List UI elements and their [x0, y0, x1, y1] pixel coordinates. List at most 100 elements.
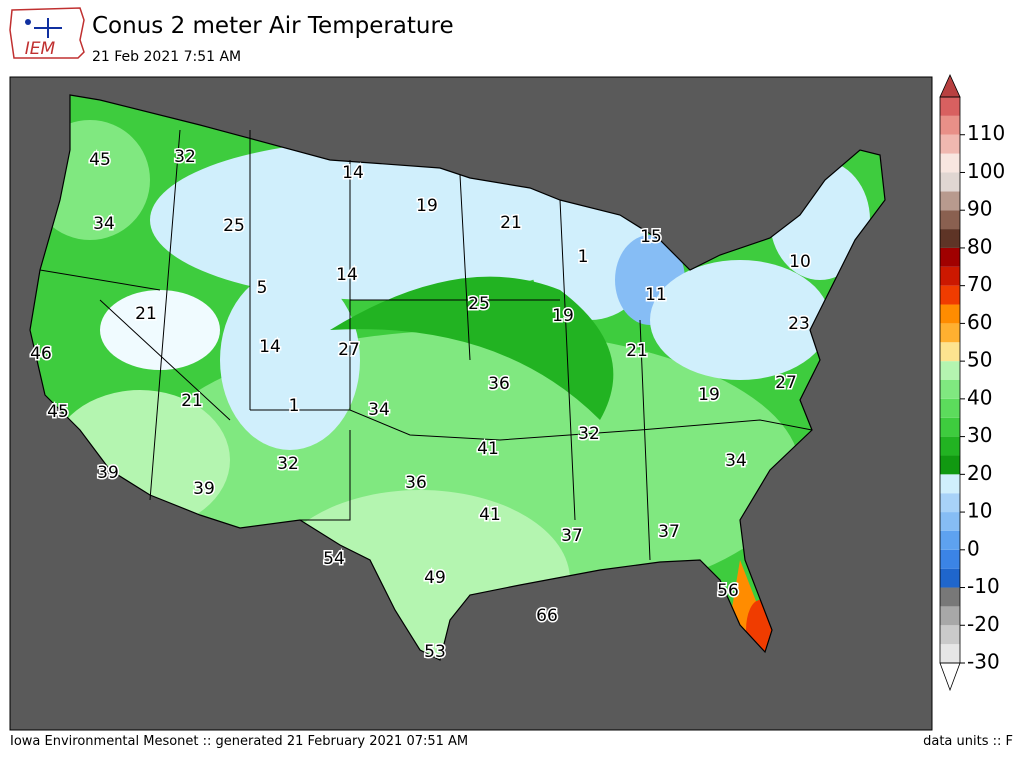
colorbar-bin	[940, 115, 960, 135]
colorbar-over	[939, 74, 961, 98]
colorbar-bin	[940, 266, 960, 286]
colorbar-tick-label: 70	[967, 272, 992, 296]
colorbar-bin	[940, 568, 960, 588]
colorbar-bin	[940, 285, 960, 305]
contour-label: 37	[658, 522, 680, 542]
contour-label: 53	[424, 642, 446, 662]
contour-label: 32	[578, 424, 600, 444]
colorbar-bin	[940, 342, 960, 362]
colorbar-bin	[940, 644, 960, 663]
colorbar-bin	[940, 512, 960, 531]
footer-right: data units :: F	[923, 734, 1013, 749]
colorbar-bin	[940, 606, 960, 626]
colorbar-bin	[940, 134, 960, 154]
logo: IEM	[9, 7, 85, 59]
contour-label: 39	[193, 479, 215, 499]
contour-label: 21	[181, 391, 203, 411]
contour-label: 23	[788, 314, 810, 334]
colorbar-tick-label: 20	[967, 461, 992, 485]
contour-label: 34	[725, 451, 747, 471]
colorbar-bin	[940, 530, 960, 550]
contour-label: 14	[342, 163, 364, 183]
contour-label: 32	[174, 147, 196, 167]
colorbar-bin	[940, 247, 960, 267]
contour-label: 25	[468, 294, 490, 314]
colorbar-bin	[940, 361, 960, 380]
colorbar-tick-label: -20	[967, 612, 1000, 636]
colorbar-tick-label: 100	[967, 159, 1005, 183]
logo-text: IEM	[25, 39, 56, 59]
colorbar-frame	[939, 96, 961, 664]
contour-label: 1	[578, 247, 589, 267]
contour-label: 19	[698, 385, 720, 405]
contour-label: 36	[405, 473, 427, 493]
colorbar-bin	[940, 455, 960, 475]
contour-label: 21	[135, 304, 157, 324]
colorbar-tick-label: 90	[967, 197, 992, 221]
contour-label: 37	[561, 526, 583, 546]
colorbar-bin	[940, 304, 960, 324]
contour-label: 45	[47, 402, 69, 422]
colorbar-bin	[940, 323, 960, 343]
contour-label: 66	[536, 606, 558, 626]
contour-label: 21	[500, 213, 522, 233]
contour-label: 39	[97, 463, 119, 483]
contour-label: 19	[552, 306, 574, 326]
contour-label: 21	[626, 341, 648, 361]
colorbar-bin	[940, 191, 960, 211]
contour-label: 41	[479, 505, 501, 525]
contour-label: 34	[93, 214, 115, 234]
colorbar-bin	[940, 625, 960, 645]
colorbar-bin	[940, 97, 960, 116]
contour-label: 25	[223, 216, 245, 236]
colorbar-tick-label: 40	[967, 385, 992, 409]
colorbar-under	[939, 662, 961, 692]
contour-label: 14	[336, 265, 358, 285]
subtitle: 21 Feb 2021 7:51 AM	[92, 49, 241, 65]
contour-label: 14	[259, 337, 281, 357]
contour-label: 27	[338, 340, 360, 360]
contour-label: 1	[289, 396, 300, 416]
colorbar-tick-label: -10	[967, 574, 1000, 598]
colorbar-tick-label: 110	[967, 121, 1005, 145]
colorbar-tick-label: 0	[967, 536, 980, 560]
footer-left: Iowa Environmental Mesonet :: generated …	[10, 734, 468, 749]
contour-label: 15	[640, 227, 662, 247]
contour-label: 49	[424, 568, 446, 588]
contour-label: 34	[368, 400, 390, 420]
colorbar-tick-label: 50	[967, 348, 992, 372]
colorbar-bin	[940, 587, 960, 607]
state-borders	[39, 129, 813, 561]
colorbar-bin	[940, 398, 960, 418]
colorbar-bin	[940, 153, 960, 173]
title: Conus 2 meter Air Temperature	[92, 13, 454, 39]
contour-label: 41	[477, 439, 499, 459]
contour-label: 45	[89, 150, 111, 170]
colorbar-bin	[940, 474, 960, 494]
contour-label: 11	[645, 285, 667, 305]
colorbar-bin	[940, 210, 960, 230]
contour-label: 36	[488, 374, 510, 394]
contour-label: 54	[323, 549, 345, 569]
contour-label: 5	[257, 278, 268, 298]
colorbar-bin	[940, 436, 960, 456]
contour-label: 19	[416, 196, 438, 216]
colorbar-tick-label: 10	[967, 499, 992, 523]
contour-label: 27	[775, 373, 797, 393]
colorbar-tick-label: 60	[967, 310, 992, 334]
colorbar-bin	[940, 229, 960, 248]
contour-label: 32	[277, 454, 299, 474]
colorbar-tick-label: 30	[967, 423, 992, 447]
colorbar-tick-label: 80	[967, 234, 992, 258]
colorbar-bin	[940, 380, 960, 399]
contour-label: 46	[30, 344, 52, 364]
colorbar-tick-label: -30	[967, 650, 1000, 674]
colorbar-bin	[940, 417, 960, 437]
colorbar: -30 -20 -10 0 10 20 30 40 50 60 70 80 90 100 110	[939, 74, 1005, 692]
colorbar-bin	[940, 493, 960, 513]
contour-label: 10	[789, 252, 811, 272]
contour-label: 56	[717, 581, 739, 601]
colorbar-bin	[940, 172, 960, 192]
